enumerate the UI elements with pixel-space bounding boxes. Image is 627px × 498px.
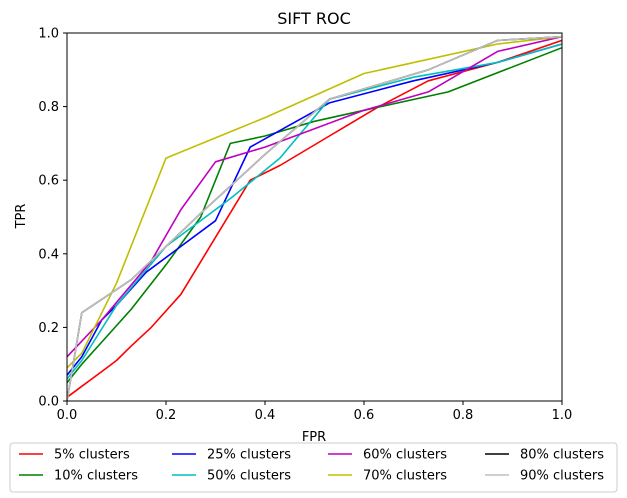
x-tick-label: 0.2 [156,408,177,423]
y-tick-label: 0.2 [38,321,59,336]
series-line-4 [67,43,562,380]
legend-label: 5% clusters [54,448,130,463]
x-tick-label: 0.8 [453,408,474,423]
series-lines [67,35,562,401]
plot-area [66,32,563,402]
chart-title: SIFT ROC [277,9,351,28]
series-line-5 [67,35,562,358]
legend-label: 80% clusters [520,448,604,463]
series-line-6 [67,35,562,369]
legend-item: 5% clusters [19,448,130,463]
legend-label: 90% clusters [520,469,604,484]
legend-label: 10% clusters [54,469,138,484]
legend-item: 10% clusters [19,469,138,484]
x-axis-label: FPR [302,430,326,445]
legend-label: 60% clusters [363,448,447,463]
legend-item: 90% clusters [485,469,604,484]
y-tick-label: 0.4 [38,247,59,262]
legend-item: 25% clusters [172,448,291,463]
x-tick-label: 0.6 [354,408,375,423]
legend-item: 80% clusters [485,448,604,463]
legend: 5% clusters 10% clusters 25% clusters 50% c… [9,442,618,493]
y-tick-label: 0.8 [38,100,59,115]
x-tick-label: 0.0 [57,408,78,423]
legend-item: 50% clusters [172,469,291,484]
y-tick-label: 0.6 [38,174,59,189]
x-axis-ticks: 0.0 0.2 0.4 0.6 0.8 1.0 [57,401,573,423]
legend-label: 50% clusters [207,469,291,484]
legend-label: 70% clusters [363,469,447,484]
y-tick-label: 0.0 [38,395,59,410]
legend-item: 60% clusters [328,448,447,463]
series-line-2 [67,46,562,384]
legend-item: 70% clusters [328,469,447,484]
legend-label: 25% clusters [207,448,291,463]
legend-frame [9,442,618,493]
series-line-1 [67,39,562,398]
series-line-3 [67,43,562,376]
series-line-8 [67,35,562,401]
axes-frame [66,32,563,402]
y-tick-label: 1.0 [38,27,59,42]
x-tick-label: 0.4 [255,408,276,423]
y-axis-ticks: 0.0 0.2 0.4 0.6 0.8 1.0 [38,27,67,410]
x-tick-label: 1.0 [552,408,573,423]
y-axis-label: TPR [14,204,29,230]
